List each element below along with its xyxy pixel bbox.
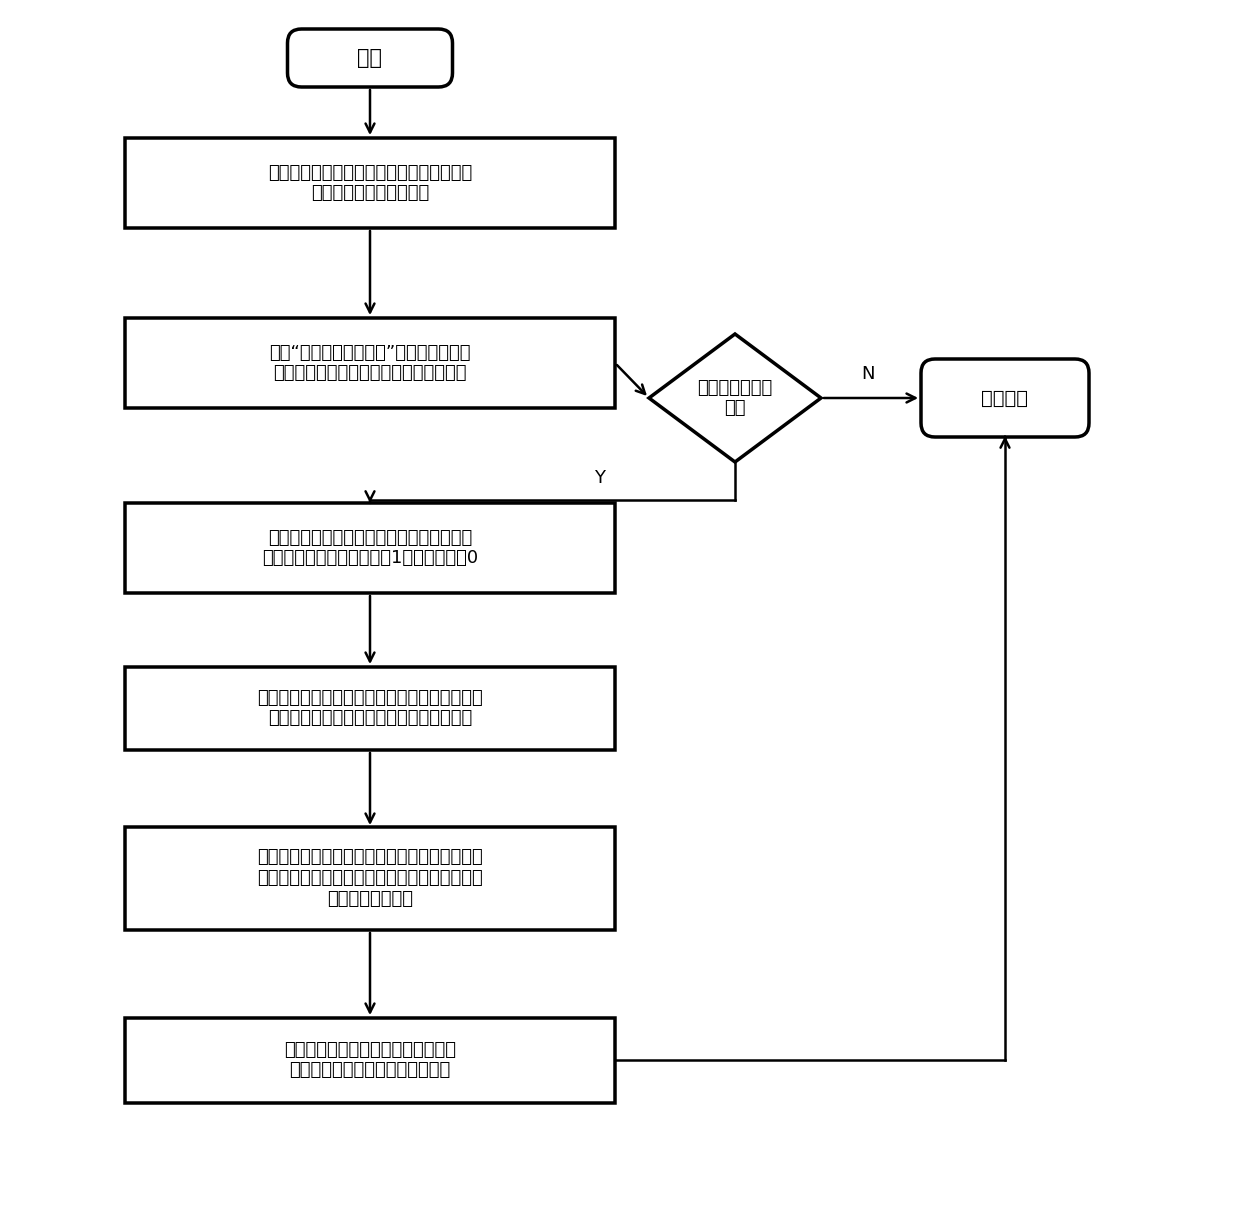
Text: 基于多特征的联合分析，判断该柔性
基板图样中的缺陷从属于哪一类别: 基于多特征的联合分析，判断该柔性 基板图样中的缺陷从属于哪一类别 [284,1040,456,1080]
FancyBboxPatch shape [288,30,453,87]
Text: 按缺陷检测模块要求，先判断该二値图中存在缺
陷的确定性，再对确定含有缺陷的该柔性基板图
样计算多特征数値: 按缺陷检测模块要求，先判断该二値图中存在缺 陷的确定性，再对确定含有缺陷的该柔性… [257,848,482,907]
Text: 开始: 开始 [357,48,382,68]
Polygon shape [649,334,821,462]
FancyBboxPatch shape [921,359,1089,437]
Bar [125,138,615,228]
Text: Y: Y [594,469,605,487]
Text: N: N [862,366,874,383]
Text: 通过“输入图像保护机制”，确保缺陷检测
算法的输入图像是覆膜基板直线线路部位: 通过“输入图像保护机制”，确保缺陷检测 算法的输入图像是覆膜基板直线线路部位 [269,343,471,383]
Bar [125,826,615,929]
Bar [125,1018,615,1103]
Text: 通过形态学处理对该二値图进行椒盐噪声的去除
、凸干扰点的剪除以及区域细小空洞的填补: 通过形态学处理对该二値图进行椒盐噪声的去除 、凸干扰点的剪除以及区域细小空洞的填… [257,688,482,728]
Text: 算法结束: 算法结束 [982,389,1028,407]
Bar [125,318,615,407]
Bar [125,666,615,750]
Text: 提取覆膜柔性基板缺陷存疑区域，即将二値
图中代表缺陷存疑的区域置1，其余区域置0: 提取覆膜柔性基板缺陷存疑区域，即将二値 图中代表缺陷存疑的区域置1，其余区域置0 [262,528,479,567]
Text: 图像采集模块控制显微镜对载物平台上放置
的柔性基板进行定位拍照: 图像采集模块控制显微镜对载物平台上放置 的柔性基板进行定位拍照 [268,164,472,202]
Bar [125,503,615,593]
Text: 是否直线线路部
位？: 是否直线线路部 位？ [697,379,773,417]
